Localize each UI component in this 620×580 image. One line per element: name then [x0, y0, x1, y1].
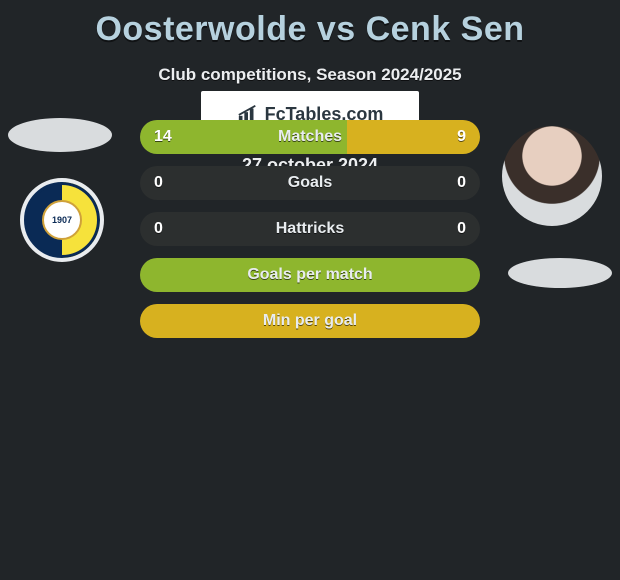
stat-value-left: 0 — [154, 220, 163, 238]
stat-value-left: 0 — [154, 174, 163, 192]
club-badge-year: 1907 — [42, 200, 82, 240]
stat-row: 14 9 Matches — [140, 120, 480, 154]
page-title: Oosterwolde vs Cenk Sen — [0, 0, 620, 49]
stat-value-right: 9 — [457, 128, 466, 146]
stat-value-left: 14 — [154, 128, 172, 146]
stat-label: Goals per match — [247, 266, 372, 284]
left-player-avatar-placeholder — [8, 118, 112, 152]
stat-label: Goals — [288, 174, 332, 192]
right-player-club-placeholder — [508, 258, 612, 288]
right-player-avatar — [502, 126, 602, 226]
stat-value-right: 0 — [457, 220, 466, 238]
stat-label: Hattricks — [276, 220, 344, 238]
stat-row: Goals per match — [140, 258, 480, 292]
stat-value-right: 0 — [457, 174, 466, 192]
stat-row: 0 0 Goals — [140, 166, 480, 200]
left-player-club-badge: 1907 — [20, 178, 104, 262]
stat-label: Matches — [278, 128, 342, 146]
stat-label: Min per goal — [263, 312, 357, 330]
page-subtitle: Club competitions, Season 2024/2025 — [0, 65, 620, 85]
comparison-rows: 14 9 Matches 0 0 Goals 0 0 Hattricks Goals per ma… — [140, 120, 480, 350]
stat-row: 0 0 Hattricks — [140, 212, 480, 246]
stat-row: Min per goal — [140, 304, 480, 338]
